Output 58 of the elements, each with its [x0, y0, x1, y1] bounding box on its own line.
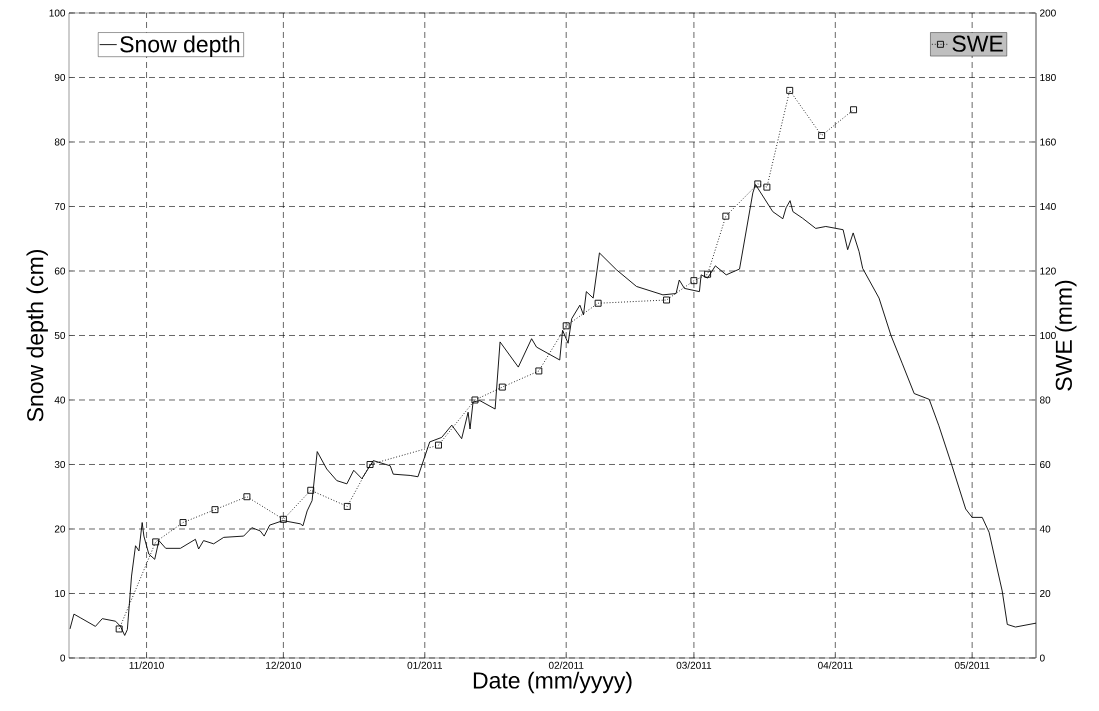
point [152, 538, 160, 546]
y-tick-label: 60 [54, 267, 66, 275]
y2-tick-label: 100 [1040, 331, 1056, 340]
y-tick-label: 90 [54, 73, 66, 82]
y2-tick-label: 160 [1040, 138, 1056, 146]
y2-axis-title: SWE (mm) [1055, 280, 1077, 391]
y2-tick-label: 60 [1040, 460, 1051, 469]
y2-tick-label: 180 [1040, 73, 1056, 82]
point [471, 396, 479, 404]
x-tick-label: 02/2011 [548, 661, 584, 669]
y2-tick-label: 200 [1040, 9, 1056, 17]
y-tick-label: 80 [54, 138, 66, 146]
y2-tick-label: 20 [1040, 589, 1051, 598]
y-axis-title: Snow depth (cm) [26, 250, 48, 422]
point [594, 299, 602, 307]
point [115, 625, 123, 633]
point [786, 86, 794, 94]
y-tick-label: 10 [55, 589, 66, 598]
x-tick-label: 12/2010 [266, 661, 302, 669]
point [690, 277, 698, 285]
legend-label: Snow depth [120, 35, 240, 57]
point [243, 493, 251, 501]
y2-tick-label: 120 [1040, 267, 1056, 275]
y2-tick-label: 80 [1039, 396, 1051, 404]
point [366, 461, 374, 468]
point [562, 322, 570, 330]
x-tick-label: 01/2011 [407, 661, 443, 669]
x-tick-label: 05/2011 [954, 661, 990, 669]
point [343, 502, 351, 510]
point [722, 212, 730, 220]
point [535, 367, 543, 375]
point [435, 441, 442, 449]
y-tick-label: 40 [54, 396, 66, 404]
point [663, 296, 670, 304]
point [279, 515, 287, 523]
y2-tick-label: 140 [1040, 202, 1056, 211]
y-tick-label: 70 [54, 202, 66, 211]
point [179, 519, 187, 526]
point [211, 506, 219, 514]
point [498, 383, 506, 391]
x-tick-label: 04/2011 [818, 661, 853, 669]
y-tick-label: 50 [54, 331, 66, 340]
y2-tick-label: 0 [1039, 654, 1045, 662]
point [818, 132, 826, 139]
y-tick-label: 20 [54, 525, 66, 533]
point [754, 180, 762, 188]
point [704, 270, 712, 278]
point [763, 183, 771, 191]
point [850, 106, 858, 114]
y2-tick-label: 40 [1039, 525, 1051, 533]
y-tick-label: 30 [54, 460, 66, 469]
point [307, 486, 315, 494]
legend-label: SWE [952, 35, 1003, 52]
x-tick-label: 11/2010 [129, 661, 164, 669]
x-tick-label: 03/2011 [676, 661, 712, 669]
x-axis-title: Date (mm/yyyy) [473, 671, 632, 694]
y-tick-label: 0 [60, 654, 66, 662]
y-tick-label: 100 [49, 9, 66, 17]
